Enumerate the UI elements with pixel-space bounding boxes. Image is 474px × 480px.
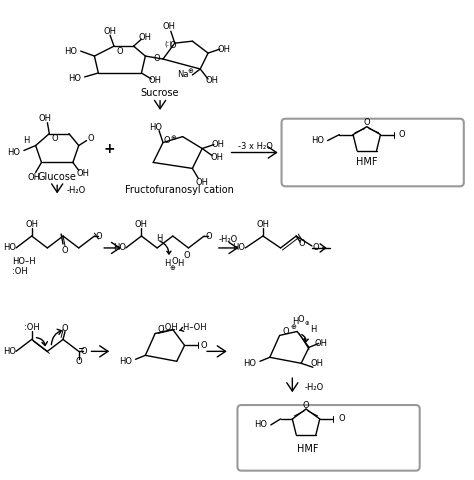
Text: OH: OH [310,359,323,368]
Text: :OH: :OH [24,323,39,332]
Text: OH: OH [210,153,223,162]
Text: HO: HO [7,148,20,157]
Text: O: O [62,324,68,333]
Text: O: O [364,118,370,127]
Text: H: H [292,317,299,326]
Text: O: O [201,341,208,350]
Text: HO: HO [310,136,324,145]
Text: O: O [62,246,68,255]
Text: OH: OH [39,114,52,123]
Text: OH: OH [211,140,224,149]
Text: Fructofuranosyl cation: Fructofuranosyl cation [125,185,234,195]
Text: OH: OH [256,219,269,228]
Text: OH: OH [149,76,162,85]
Text: HO: HO [64,47,77,56]
Text: H: H [23,136,30,145]
Text: HO: HO [3,347,16,356]
Text: HMF: HMF [297,444,319,454]
Text: O: O [170,41,176,49]
Text: O: O [96,231,103,240]
Text: H: H [164,259,170,268]
Text: O: O [299,240,305,249]
Text: O: O [75,357,82,366]
Text: Glucose: Glucose [38,172,77,182]
Text: HO: HO [243,359,256,368]
Text: H: H [156,233,162,242]
Text: (:): (:) [164,41,172,48]
Text: OH: OH [163,22,175,31]
Text: -3 x H₂O: -3 x H₂O [237,142,273,151]
Text: Na: Na [177,71,188,80]
Text: OH: OH [76,169,89,178]
Text: O: O [183,252,190,261]
Text: HO: HO [254,420,267,430]
Text: HO: HO [113,243,126,252]
Text: HO: HO [3,243,16,252]
Text: HO–H: HO–H [12,257,36,266]
Text: O: O [87,134,94,143]
Text: HO: HO [149,123,162,132]
Text: HO: HO [68,74,81,84]
Text: Sucrose: Sucrose [141,88,179,98]
Text: HO: HO [118,357,132,366]
Text: HMF: HMF [356,157,378,168]
Text: HO: HO [232,243,246,252]
Text: ⊕: ⊕ [188,68,193,74]
Text: H: H [177,259,184,268]
Text: O: O [172,257,178,266]
Text: O: O [282,327,289,336]
Text: -H₂O: -H₂O [67,186,86,195]
Text: O: O [164,136,170,145]
Text: OH: OH [139,33,152,42]
Text: -H₂O: -H₂O [219,236,238,244]
Text: OH: OH [206,76,219,85]
Text: OH: OH [27,173,40,182]
Text: O: O [298,315,304,324]
Text: ⊕: ⊕ [170,265,176,271]
Text: O: O [158,325,164,334]
Text: OH: OH [314,339,327,348]
Text: +: + [103,142,115,156]
Text: OH: OH [135,219,148,228]
Text: OH: OH [104,27,117,36]
Text: O: O [117,47,123,56]
Text: O: O [52,134,58,143]
Text: O: O [399,130,405,139]
Text: O: O [80,347,87,356]
Text: O: O [312,243,319,252]
Text: ⊕: ⊕ [291,324,296,331]
Text: ⊕: ⊕ [171,134,177,141]
Text: O: O [338,414,345,423]
Text: OH: OH [25,219,38,228]
FancyBboxPatch shape [282,119,464,186]
FancyBboxPatch shape [237,405,419,471]
Text: OH: OH [217,45,230,54]
Text: OH: OH [196,178,209,187]
Text: O: O [154,54,160,62]
Text: ⊕: ⊕ [305,321,310,326]
Text: O: O [303,400,310,409]
Text: O: O [206,231,212,240]
Text: :OH: :OH [12,267,28,276]
Text: -H₂O: -H₂O [305,383,324,392]
Text: :: : [13,257,16,266]
Text: :OH  H–OH: :OH H–OH [162,323,207,332]
Text: H: H [310,325,316,334]
